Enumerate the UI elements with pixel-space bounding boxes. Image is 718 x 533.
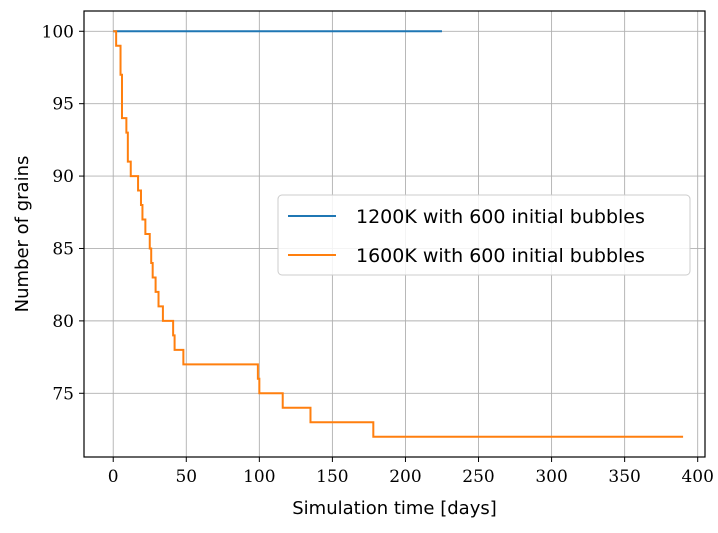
legend-label-1200k: 1200K with 600 initial bubbles (356, 206, 645, 228)
series-layer (113, 30, 684, 438)
axis-ticks: 0 50 100 150 200 250 300 350 400 75 80 85 90 95 100 (42, 22, 714, 487)
x-tick-label: 350 (608, 467, 640, 487)
y-tick-label: 95 (52, 95, 74, 115)
x-tick-label: 0 (108, 467, 119, 487)
x-tick-label: 300 (535, 467, 567, 487)
x-axis-label: Simulation time [days] (292, 498, 497, 519)
x-tick-label: 200 (389, 467, 421, 487)
x-tick-label: 100 (243, 467, 275, 487)
y-tick-label: 80 (52, 312, 74, 332)
y-tick-label: 100 (42, 22, 74, 42)
y-tick-label: 75 (52, 384, 74, 404)
legend-box (277, 194, 691, 276)
y-tick-label: 90 (52, 167, 74, 187)
y-axis-label: Number of grains (12, 156, 33, 313)
x-tick-label: 50 (175, 467, 197, 487)
plot-frame (83, 10, 706, 458)
x-tick-label: 250 (462, 467, 494, 487)
x-tick-label: 400 (681, 467, 713, 487)
x-tick-label: 150 (316, 467, 348, 487)
legend-label-1600k: 1600K with 600 initial bubbles (356, 245, 645, 267)
legend: 1200K with 600 initial bubbles 1600K wit… (277, 194, 691, 276)
y-tick-label: 85 (52, 239, 74, 259)
series-line-1 (113, 30, 684, 438)
